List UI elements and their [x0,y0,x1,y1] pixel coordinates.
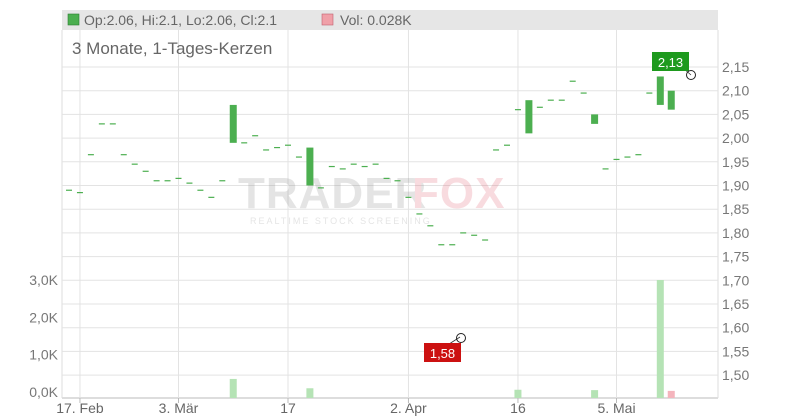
time-axis: 17. Feb 3. Mär 17 2. Apr 16 5. Mai [56,398,636,416]
volume-bar [306,388,314,398]
candle [525,100,533,134]
time-tick-label: 17. Feb [56,400,104,416]
volume-bar [667,390,675,398]
price-tick-label: 1,65 [722,296,749,312]
price-tick-label: 2,05 [722,106,749,122]
time-tick-label: 16 [510,400,526,416]
volume-bars [229,280,675,398]
price-tick-label: 2,00 [722,130,749,146]
time-tick-label: 5. Mai [597,400,635,416]
price-tick-label: 1,95 [722,154,749,170]
ohlc-legend: Op:2.06, Hi:2.1, Lo:2.06, Cl:2.1 [84,12,277,28]
price-tick-label: 2,10 [722,83,749,99]
high-label: 2,13 [658,55,683,70]
price-tick-label: 1,60 [722,320,749,336]
candle [656,76,664,105]
time-tick-label: 2. Apr [390,400,427,416]
price-tick-label: 1,90 [722,178,749,194]
candle [591,114,599,124]
time-tick-label: 3. Mär [159,400,199,416]
volume-tick-label: 3,0K [29,272,58,288]
candle [229,104,237,143]
low-annotation: 1,58 [424,333,466,362]
volume-bar [656,280,664,398]
legend-band [62,10,718,30]
volume-bar [514,389,522,398]
price-tick-label: 1,55 [722,343,749,359]
candle [306,147,314,186]
low-marker [456,333,466,343]
price-tick-label: 1,50 [722,367,749,383]
volume-bar [591,390,599,398]
volume-tick-label: 0,0K [29,384,58,400]
volume-legend: Vol: 0.028K [340,12,412,28]
price-tick-label: 2,15 [722,59,749,75]
price-tick-label: 1,85 [722,201,749,217]
high-annotation: 2,13 [652,52,696,80]
volume-tick-label: 2,0K [29,309,58,325]
high-label-box [652,52,689,71]
volume-bar [229,378,237,398]
low-label: 1,58 [430,346,455,361]
high-marker [686,70,696,80]
time-tick-label: 17 [280,400,296,416]
price-axis: 2,15 2,10 2,05 2,00 1,95 1,90 1,85 1,80 1,75 1,70… [722,59,749,383]
watermark-tagline: REALTIME STOCK SCREENING [250,216,432,226]
price-tick-label: 1,75 [722,249,749,265]
candles [66,76,675,246]
volume-axis: 3,0K 2,0K 1,0K 0,0K [29,272,58,400]
candle [667,90,675,110]
price-tick-label: 1,70 [722,272,749,288]
watermark-brand-right: FOX [412,169,505,218]
watermark-brand-left: TRADER [238,169,427,218]
volume-tick-label: 1,0K [29,347,58,363]
chart-subtitle: 3 Monate, 1-Tages-Kerzen [72,39,272,58]
volume-legend-swatch [321,13,334,26]
low-label-box [424,343,461,362]
traderfox-watermark: TRADER FOX REALTIME STOCK SCREENING [238,169,505,226]
grid [62,30,718,398]
price-legend-swatch [67,13,80,26]
price-tick-label: 1,80 [722,225,749,241]
